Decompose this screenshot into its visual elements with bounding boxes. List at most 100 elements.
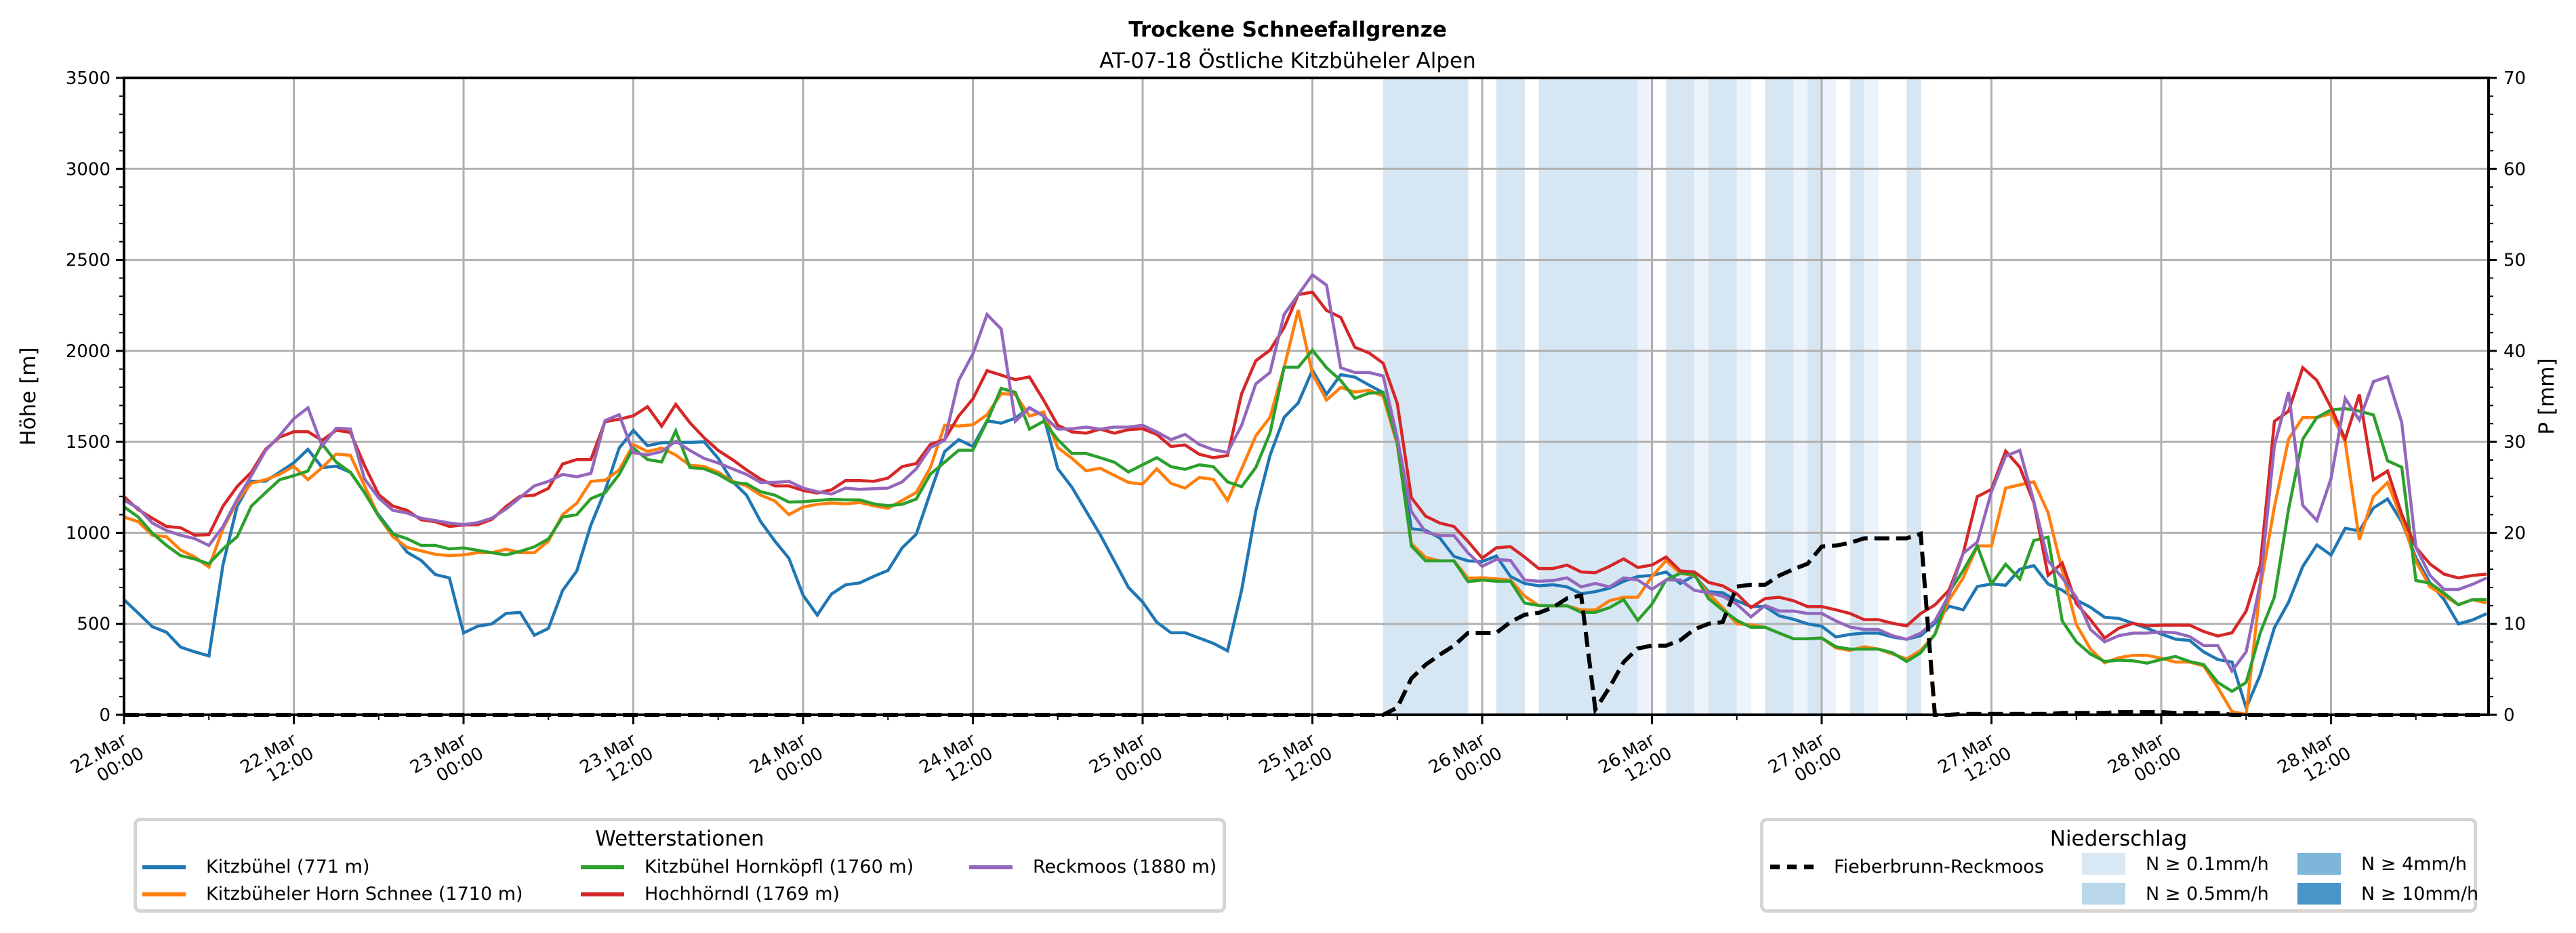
precip-band [1538,78,1553,715]
y-right-tick-label: 10 [2503,615,2526,635]
precip-band [1807,78,1822,715]
x-tick-label: 27.Mar12:00 [1935,726,2016,795]
series-line-2 [123,348,2487,694]
precip-band [1581,78,1596,715]
legend-stations-title: Wetterstationen [595,827,764,851]
chart-subtitle: AT-07-18 Östliche Kitzbüheler Alpen [1099,48,1475,73]
precip-band [1397,78,1412,715]
legend-item-n05: N ≥ 0.5mm/h [2082,883,2269,905]
precip-band [1553,78,1568,715]
legend-label: Kitzbühel (771 m) [206,856,370,877]
legend-dash-swatch [1770,865,1814,869]
legend-item-hornkoepfl: Kitzbühel Hornköpfl (1760 m) [581,856,914,877]
x-tick-label: 26.Mar12:00 [1595,726,1676,795]
legend-swatch [969,865,1013,869]
y-right-tick-label: 70 [2503,68,2526,89]
x-tick-label: 22.Mar00:00 [67,726,148,795]
precip-band [1411,78,1426,715]
legend-label: Fieberbrunn-Reckmoos [1834,856,2044,877]
precip-band [1736,78,1752,715]
legend-item-n01: N ≥ 0.1mm/h [2082,853,2269,875]
x-tick-label: 23.Mar12:00 [577,726,657,795]
legend-item-n4: N ≥ 4mm/h [2297,853,2467,875]
y-tick-label: 500 [77,615,110,635]
y-right-tick-label: 0 [2503,705,2515,726]
y-right-tick-label: 30 [2503,432,2526,453]
precip-band [1567,78,1582,715]
x-tick-label: 22.Mar12:00 [237,726,318,795]
legend-item-reckmoos: Reckmoos (1880 m) [969,856,1217,877]
y-axis-label-right: P [mm] [2535,358,2559,434]
x-tick-label: 27.Mar00:00 [1765,726,1845,795]
precip-band [1722,78,1738,715]
legend-patch [2297,883,2341,905]
x-tick-label: 24.Mar00:00 [746,726,827,795]
legend-item-fieberbrunn: Fieberbrunn-Reckmoos [1770,856,2044,877]
legend-patch [2082,883,2125,905]
precip-band [1849,78,1865,715]
legend-label: N ≥ 10mm/h [2361,883,2479,905]
y-tick-label: 2000 [66,341,110,362]
legend-patch [2082,853,2125,875]
precip-band [1793,78,1808,715]
legend-swatch [581,892,624,896]
precip-band [1454,78,1469,715]
precip-band [1779,78,1794,715]
precip-band [1765,78,1780,715]
legend-label: N ≥ 4mm/h [2361,853,2467,875]
y-tick-label: 3000 [66,159,110,180]
plot-frame [123,77,2490,716]
x-tick-label: 24.Mar12:00 [916,726,997,795]
x-tick-label: 25.Mar00:00 [1086,726,1166,795]
precip-band [1822,78,1837,715]
y-tick-label: 0 [99,705,110,726]
x-tick-label: 28.Mar12:00 [2274,726,2355,795]
y-tick-label: 1000 [66,523,110,543]
legend-label: Kitzbüheler Horn Schnee (1710 m) [206,884,523,905]
legend-item-n10: N ≥ 10mm/h [2297,883,2478,905]
legend-swatch [142,892,186,896]
series-line-0 [123,367,2488,713]
precip-band [1680,78,1695,715]
series-line-4 [123,272,2488,674]
y-right-tick-label: 60 [2503,159,2526,180]
legend-precip: Niederschlag Fieberbrunn-Reckmoos N ≥ 0.… [1760,818,2478,913]
series-line-1 [123,309,2487,716]
chart-title: Trockene Schneefallgrenze [1128,18,1447,42]
y-tick-label: 3500 [66,68,110,89]
precip-band [1623,78,1639,715]
tick-labels: 0 500 1000 1500 2000 2500 3000 3500 0 10 20 30 40 50 6… [66,68,2526,795]
legend-label: Reckmoos (1880 m) [1033,856,1217,877]
legend-precip-title: Niederschlag [2049,827,2188,851]
legend-label: N ≥ 0.5mm/h [2146,883,2269,905]
series-lines [123,272,2488,717]
y-tick-label: 2500 [66,251,110,271]
legend-item-horn-schnee: Kitzbüheler Horn Schnee (1710 m) [142,884,523,905]
legend-label: Hochhörndl (1769 m) [645,884,840,905]
precip-band [1425,78,1440,715]
legend-label: Kitzbühel Hornköpfl (1760 m) [645,856,914,877]
legend-item-hochhoerndl: Hochhörndl (1769 m) [581,884,840,905]
legend-item-kitzbuehel: Kitzbühel (771 m) [142,856,370,877]
precip-band [1694,78,1709,715]
axes [116,77,2497,724]
legend-swatch [142,865,186,869]
precip-band [1609,78,1624,715]
y-right-tick-label: 50 [2503,251,2526,271]
precip-band [1637,78,1652,715]
x-tick-label: 26.Mar00:00 [1425,726,1506,795]
x-tick-label: 25.Mar12:00 [1256,726,1336,795]
precip-band [1439,78,1454,715]
x-tick-label: 23.Mar00:00 [407,726,487,795]
precip-band [1666,78,1681,715]
x-tick-label: 28.Mar00:00 [2104,726,2185,795]
y-tick-label: 1500 [66,432,110,453]
legend-swatch [581,865,624,869]
precip-band [1496,78,1511,715]
y-right-tick-label: 20 [2503,523,2526,543]
grid-lines [123,77,2489,716]
precip-band [1383,78,1398,715]
precip-bands [1383,78,1921,715]
legend-patch [2297,853,2341,875]
